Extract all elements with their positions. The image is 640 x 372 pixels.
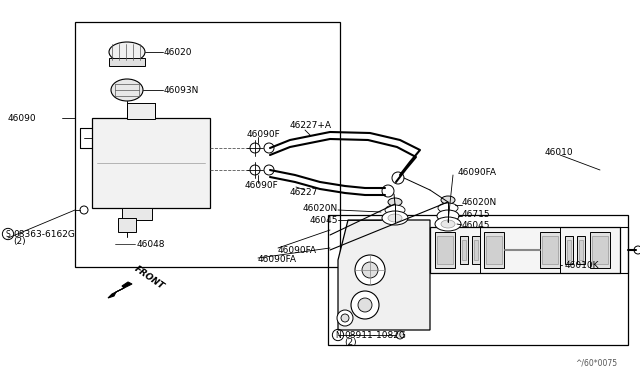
Text: 46010K: 46010K [565,260,600,269]
Bar [472,236,480,264]
Text: 46020N: 46020N [462,198,497,206]
Bar [486,236,502,264]
Circle shape [396,331,404,339]
Text: 46093N: 46093N [164,86,200,94]
Circle shape [264,143,274,153]
Bar [109,58,145,66]
Ellipse shape [388,214,402,222]
Bar [542,236,558,264]
Ellipse shape [388,198,402,206]
Text: 46090F: 46090F [245,180,279,189]
Text: 46020: 46020 [164,48,193,57]
Circle shape [634,246,640,254]
Text: 46090F: 46090F [247,129,281,138]
Text: N: N [335,330,341,340]
Text: FRONT: FRONT [133,264,166,292]
Bar [430,227,620,273]
Circle shape [351,291,379,319]
Bar [435,232,455,268]
Bar [437,236,453,264]
Text: S: S [6,230,10,238]
Circle shape [264,165,274,175]
Text: 46010: 46010 [545,148,573,157]
Text: 46090: 46090 [8,113,36,122]
Text: 08363-6162G: 08363-6162G [13,230,75,238]
Circle shape [250,143,260,153]
Circle shape [80,206,88,214]
Text: 46020N: 46020N [303,203,338,212]
Circle shape [355,255,385,285]
Text: 46227: 46227 [290,187,318,196]
Bar [474,240,478,260]
Ellipse shape [441,220,455,228]
Text: (2): (2) [344,337,356,346]
Ellipse shape [435,217,461,231]
Ellipse shape [382,211,408,225]
Bar [328,215,628,345]
Ellipse shape [438,203,458,213]
Bar [484,232,504,268]
Text: 46090FA: 46090FA [258,256,297,264]
Bar [579,240,583,260]
Bar [118,218,136,232]
Bar [567,240,571,260]
Bar [122,208,152,220]
Text: 46227+A: 46227+A [290,121,332,129]
Ellipse shape [111,79,143,101]
Ellipse shape [441,196,455,204]
Text: 46090FA: 46090FA [458,167,497,176]
Circle shape [337,310,353,326]
Polygon shape [108,282,132,298]
Circle shape [382,185,394,197]
Text: 46715: 46715 [462,209,491,218]
Bar [75,22,340,267]
Bar [592,236,608,264]
Bar [462,240,466,260]
Text: ^/60*0075: ^/60*0075 [575,359,617,368]
Ellipse shape [109,42,145,62]
Bar [577,236,585,264]
Circle shape [341,314,349,322]
Bar [565,236,573,264]
Circle shape [362,262,378,278]
Ellipse shape [437,210,459,222]
Text: (2): (2) [13,237,26,246]
Ellipse shape [385,205,405,215]
Bar [590,232,610,268]
Circle shape [392,172,404,184]
Bar [460,236,468,264]
Text: 46045: 46045 [310,215,338,224]
Bar [92,118,210,208]
Text: 46048: 46048 [137,240,166,248]
Text: 46045: 46045 [462,221,490,230]
Text: 08911-1082G: 08911-1082G [344,330,406,340]
Bar [540,232,560,268]
Polygon shape [338,220,430,330]
Bar [127,103,155,119]
Circle shape [250,165,260,175]
Text: 46090FA: 46090FA [278,246,317,254]
Circle shape [358,298,372,312]
